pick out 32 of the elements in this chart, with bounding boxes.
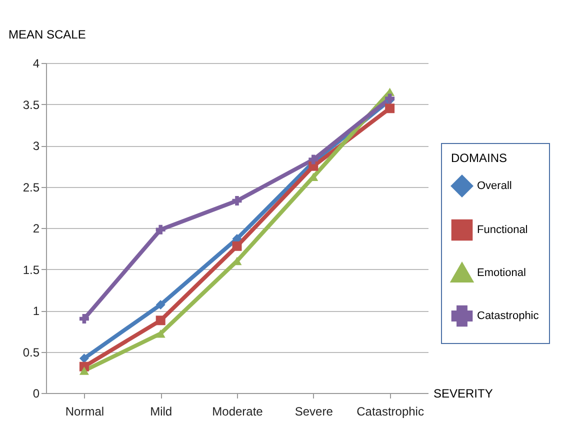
- point: [79, 354, 89, 364]
- y-tick-label: 3: [32, 139, 40, 153]
- y-tick-label: 1.5: [22, 262, 40, 277]
- legend-label: Overall: [477, 180, 512, 192]
- point: [156, 316, 166, 326]
- point: [156, 224, 166, 234]
- x-tick-label: Moderate: [212, 404, 264, 418]
- x-tick-label: Severe: [294, 404, 334, 418]
- point: [308, 154, 318, 164]
- legend-title: DOMAINS: [451, 151, 508, 165]
- point: [79, 366, 89, 375]
- y-tick-label: 4: [32, 56, 40, 70]
- y-tick-label: 0.5: [22, 345, 40, 360]
- point: [156, 300, 166, 310]
- y-tick-label: 1: [32, 304, 40, 318]
- x-axis-title: SEVERITY: [434, 386, 493, 400]
- point: [232, 241, 242, 251]
- point: [232, 196, 242, 206]
- x-tick-label: Mild: [150, 404, 172, 418]
- y-tick-label: 3.5: [22, 98, 40, 112]
- legend-label: Emotional: [477, 267, 526, 279]
- point: [385, 104, 395, 114]
- point: [156, 329, 166, 338]
- point: [79, 314, 89, 324]
- y-tick-label: 2: [32, 222, 40, 236]
- y-tick-label: 2.5: [22, 180, 40, 194]
- y-axis-title: MEAN SCALE: [8, 28, 86, 42]
- x-tick-label: Normal: [65, 404, 104, 418]
- legend-label: Catastrophic: [477, 310, 540, 322]
- legend-label: Functional: [477, 224, 528, 236]
- y-tick-label: 0: [32, 386, 40, 400]
- x-tick-label: Catastrophic: [356, 404, 424, 418]
